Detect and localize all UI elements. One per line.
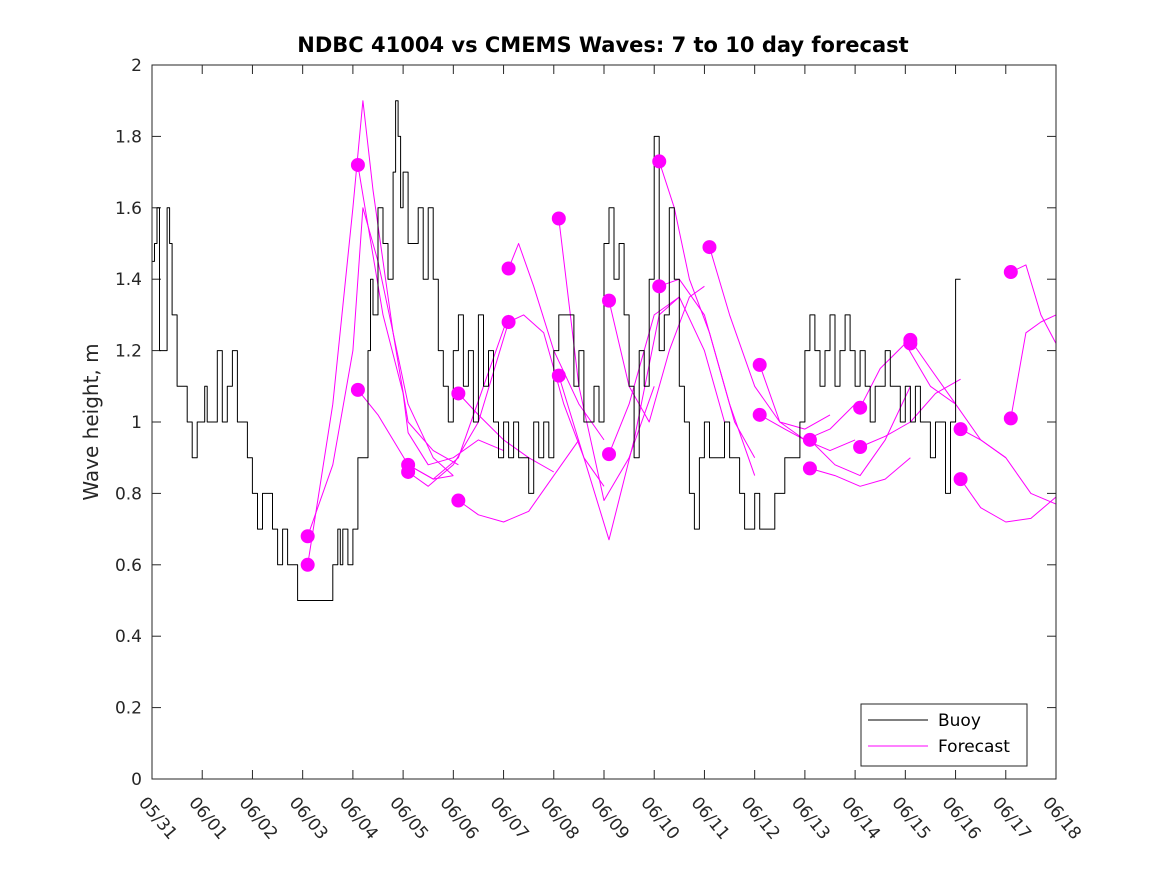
forecast-marker [1003, 265, 1018, 280]
x-tick-label: 06/17 [988, 793, 1035, 843]
forecast-marker [401, 464, 416, 479]
forecast-series-line [608, 285, 705, 423]
forecast-marker [802, 432, 817, 447]
plot-frame [151, 64, 1057, 780]
forecast-series-line [307, 100, 459, 565]
forecast-series-line [558, 218, 655, 501]
forecast-marker [551, 368, 566, 383]
forecast-marker [853, 439, 868, 454]
forecast-marker [350, 382, 365, 397]
forecast-series-line [809, 386, 911, 477]
x-tick-label: 06/15 [888, 793, 935, 843]
forecast-marker [451, 386, 466, 401]
x-tick-label: 06/03 [285, 793, 332, 843]
forecast-marker [752, 407, 767, 422]
x-tick-label: 06/09 [586, 793, 633, 843]
forecast-marker [300, 557, 315, 572]
y-axis: 0 0.2 0.4 0.6 0.8 1 1.2 1.4 1.6 1.8 2 [115, 56, 1056, 790]
forecast-series-line [407, 321, 510, 487]
y-tick-label: 0.2 [115, 699, 142, 719]
y-tick-label: 2 [131, 56, 142, 76]
legend-buoy-label: Buoy [938, 711, 981, 731]
x-tick-label: 06/06 [436, 793, 483, 843]
x-tick-label: 06/04 [335, 793, 382, 843]
forecast-marker [551, 211, 566, 226]
x-tick-label: 06/14 [837, 793, 884, 843]
forecast-marker [802, 461, 817, 476]
forecast-marker [602, 293, 617, 308]
forecast-marker [652, 279, 667, 294]
x-tick-label: 06/12 [737, 793, 784, 843]
forecast-marker [853, 400, 868, 415]
y-tick-label: 0.8 [115, 484, 142, 504]
forecast-marker [1003, 411, 1018, 426]
x-tick-label: 06/16 [938, 793, 985, 843]
legend-forecast-label: Forecast [938, 737, 1010, 757]
forecast-marker [501, 315, 516, 330]
legend: Buoy Forecast [860, 703, 1028, 767]
forecast-series-line [608, 296, 725, 455]
y-axis-label: Wave height, m [79, 343, 103, 500]
x-tick-label: 06/02 [235, 793, 282, 843]
y-tick-label: 0.4 [115, 627, 142, 647]
forecast-series-line [960, 428, 1057, 505]
forecast-marker [300, 529, 315, 544]
forecast-series-line [357, 164, 504, 466]
forecast-series-line [508, 243, 605, 441]
forecast-series-line [809, 457, 911, 487]
forecast-series-line [1010, 314, 1057, 419]
x-tick-label: 06/05 [385, 793, 432, 843]
forecast-marker [953, 472, 968, 487]
y-tick-label: 1.2 [115, 342, 142, 362]
y-tick-label: 1.8 [115, 127, 142, 147]
forecast-series-line [558, 296, 680, 541]
y-tick-label: 1.4 [115, 270, 142, 290]
forecast-marker [350, 157, 365, 172]
forecast-markers [300, 154, 1018, 572]
forecast-series-line [709, 246, 831, 430]
x-tick-label: 06/18 [1038, 793, 1085, 843]
forecast-series-line [407, 314, 510, 480]
forecast-marker [501, 261, 516, 276]
buoy-series-line [152, 100, 961, 601]
y-tick-label: 1 [131, 413, 142, 433]
x-tick-label: 06/01 [184, 793, 231, 843]
forecast-marker [602, 447, 617, 462]
chart-title: NDBC 41004 vs CMEMS Waves: 7 to 10 day f… [297, 33, 908, 57]
series-layer [152, 100, 1057, 601]
legend-box [860, 703, 1028, 767]
x-tick-label: 06/07 [486, 793, 533, 843]
y-tick-label: 0 [131, 770, 142, 790]
x-tick-label: 05/31 [134, 793, 181, 843]
forecast-marker [752, 357, 767, 372]
forecast-series-line [659, 278, 756, 476]
forecast-series-line [458, 439, 580, 523]
x-tick-label: 06/13 [787, 793, 834, 843]
forecast-series-line [1010, 264, 1057, 344]
x-tick-label: 06/11 [687, 793, 734, 843]
forecast-marker [652, 154, 667, 169]
forecast-marker [953, 422, 968, 437]
y-tick-label: 1.6 [115, 199, 142, 219]
forecast-series-line [960, 478, 1057, 523]
x-tick-label: 06/08 [536, 793, 583, 843]
y-tick-label: 0.6 [115, 556, 142, 576]
forecast-marker [451, 493, 466, 508]
forecast-marker [702, 240, 717, 255]
x-tick-label: 06/10 [636, 793, 683, 843]
forecast-marker [903, 336, 918, 351]
